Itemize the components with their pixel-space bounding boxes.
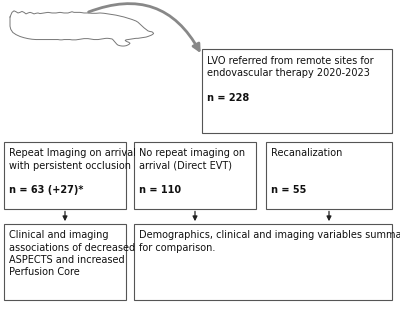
FancyBboxPatch shape [202,49,392,133]
FancyBboxPatch shape [134,142,256,209]
Text: for comparison.: for comparison. [139,243,215,252]
Text: arrival (Direct EVT): arrival (Direct EVT) [139,161,232,171]
Text: n = 55: n = 55 [271,185,306,195]
Text: n = 63 (+27)*: n = 63 (+27)* [9,185,83,195]
FancyBboxPatch shape [4,224,126,300]
Text: Clinical and imaging: Clinical and imaging [9,230,108,240]
FancyBboxPatch shape [266,142,392,209]
Text: ASPECTS and increased: ASPECTS and increased [9,255,124,265]
Text: n = 110: n = 110 [139,185,181,195]
Text: Recanalization: Recanalization [271,148,342,158]
Text: n = 228: n = 228 [207,93,249,103]
FancyArrowPatch shape [88,4,199,50]
Text: LVO referred from remote sites for: LVO referred from remote sites for [207,56,374,66]
FancyBboxPatch shape [134,224,392,300]
Text: associations of decreased: associations of decreased [9,243,135,252]
Text: Repeat Imaging on arrival: Repeat Imaging on arrival [9,148,136,158]
Text: Demographics, clinical and imaging variables summarized: Demographics, clinical and imaging varia… [139,230,400,240]
Text: Perfusion Core: Perfusion Core [9,267,80,277]
Text: No repeat imaging on: No repeat imaging on [139,148,245,158]
FancyBboxPatch shape [4,142,126,209]
Text: with persistent occlusion: with persistent occlusion [9,161,131,171]
Text: endovascular therapy 2020-2023: endovascular therapy 2020-2023 [207,68,370,78]
